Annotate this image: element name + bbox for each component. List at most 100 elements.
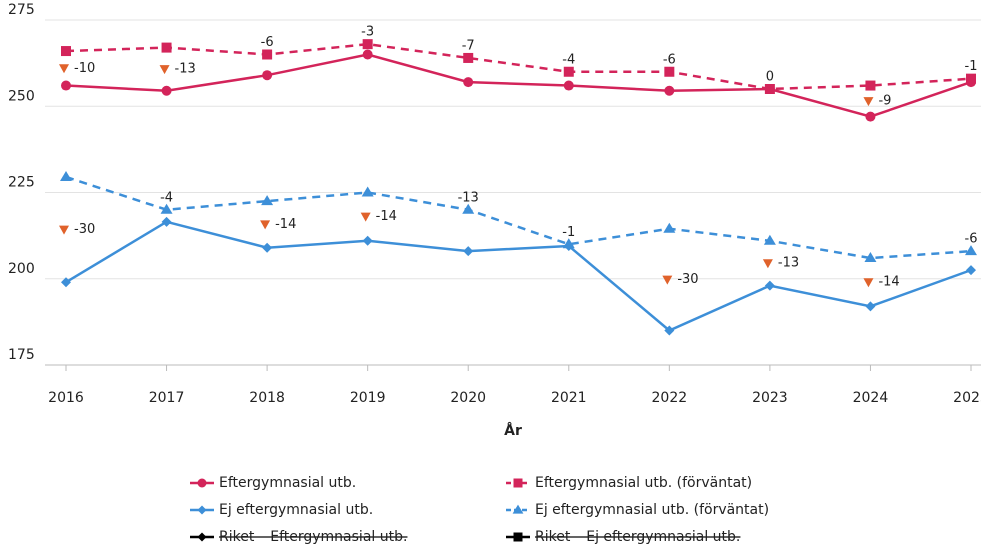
marker [361, 186, 374, 197]
data-label: -6 [663, 52, 676, 67]
marker [513, 532, 523, 542]
data-label: -3 [361, 25, 374, 40]
legend-label: Ej eftergymnasial utb. [219, 502, 373, 518]
marker [160, 203, 173, 214]
legend-label: Eftergymnasial utb. (förväntat) [535, 475, 752, 491]
x-tick-label: 2024 [853, 390, 889, 406]
y-tick-label: 250 [8, 88, 35, 104]
marker [262, 70, 273, 81]
marker [360, 212, 371, 222]
x-tick-label: 2021 [551, 390, 587, 406]
x-tick-label: 2022 [652, 390, 688, 406]
y-tick-label: 175 [8, 347, 35, 363]
marker [59, 64, 69, 74]
data-label: -14 [878, 275, 899, 290]
marker [763, 234, 776, 245]
data-label: -1 [562, 225, 575, 240]
data-label: -1 [965, 59, 978, 74]
data-label: -4 [160, 190, 173, 205]
series-line [65, 42, 972, 91]
data-label: -30 [74, 222, 95, 237]
legend-item[interactable]: Eftergymnasial utb. [190, 475, 356, 491]
x-tick-label: 2019 [350, 390, 386, 406]
series-line [65, 53, 972, 118]
data-label: -14 [275, 217, 296, 232]
legend-item[interactable]: Eftergymnasial utb. (förväntat) [506, 475, 752, 491]
x-tick-label: 2018 [249, 390, 285, 406]
marker [664, 325, 675, 336]
marker [863, 278, 874, 288]
marker [663, 222, 676, 233]
marker [762, 259, 773, 269]
marker [197, 478, 207, 488]
marker [59, 225, 69, 235]
marker [161, 85, 172, 96]
marker [61, 80, 71, 91]
marker [664, 66, 675, 77]
series-line [65, 175, 972, 260]
marker [161, 216, 172, 227]
marker [764, 280, 775, 291]
marker [865, 80, 876, 91]
data-label: -14 [376, 209, 397, 224]
data-label: -13 [175, 62, 196, 77]
marker [512, 504, 524, 514]
y-tick-label: 225 [8, 175, 35, 191]
legend-item[interactable]: Ej eftergymnasial utb. (förväntat) [506, 502, 769, 518]
marker [865, 111, 876, 122]
marker [61, 46, 71, 57]
marker [513, 478, 523, 488]
marker [463, 246, 474, 257]
data-label: -6 [261, 35, 274, 50]
legend-item[interactable]: Riket – Ej eftergymnasial utb. [506, 529, 741, 545]
marker [60, 170, 72, 181]
marker [865, 301, 876, 312]
data-label: -4 [562, 52, 575, 67]
legend-label: Eftergymnasial utb. [219, 475, 356, 491]
marker [362, 49, 373, 60]
marker [562, 238, 575, 249]
marker [662, 275, 673, 285]
y-tick-label: 275 [8, 2, 35, 18]
marker [362, 235, 373, 246]
marker [463, 52, 474, 63]
data-label: -7 [462, 38, 475, 53]
marker [863, 97, 874, 107]
marker [864, 252, 877, 263]
series-line [65, 220, 972, 332]
data-label: -6 [965, 232, 978, 247]
data-label: -9 [878, 94, 891, 109]
marker [161, 42, 172, 53]
data-label: -30 [677, 272, 698, 287]
x-axis-label: År [504, 422, 522, 439]
marker [159, 65, 170, 75]
marker [262, 242, 273, 253]
marker [262, 49, 273, 60]
marker [966, 265, 976, 276]
data-label: 0 [766, 70, 774, 85]
marker [664, 85, 675, 96]
marker [462, 203, 475, 214]
data-label: -10 [74, 61, 95, 76]
x-tick-label: 2023 [752, 390, 788, 406]
marker [362, 39, 373, 50]
marker [260, 220, 271, 230]
legend-item[interactable]: Ej eftergymnasial utb. [190, 502, 373, 518]
marker [261, 195, 274, 206]
x-tick-label: 2017 [149, 390, 185, 406]
marker [764, 84, 775, 94]
x-tick-label: 2025 [953, 390, 981, 406]
y-tick-label: 200 [8, 261, 35, 277]
marker [197, 532, 207, 542]
marker [563, 80, 574, 91]
legend-item[interactable]: Riket – Eftergymnasial utb. [190, 529, 408, 545]
data-label: -13 [778, 256, 799, 271]
x-tick-label: 2016 [48, 390, 84, 406]
marker [966, 73, 976, 84]
marker [965, 245, 977, 256]
marker [61, 277, 71, 288]
marker [563, 66, 574, 77]
marker [463, 77, 474, 88]
data-label: -13 [458, 190, 479, 205]
